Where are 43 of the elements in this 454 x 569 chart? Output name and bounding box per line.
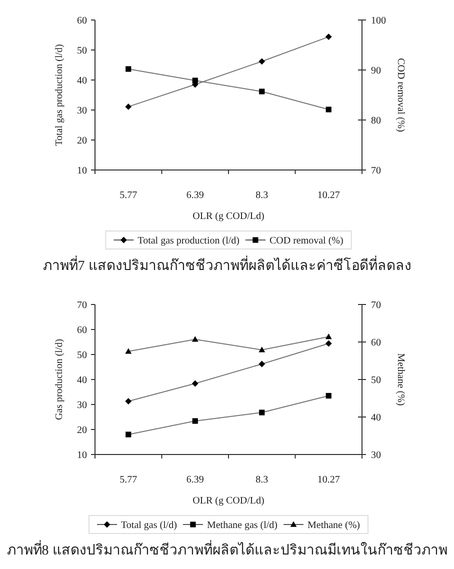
y-tick-label: 60 bbox=[77, 16, 87, 26]
y-tick-label: 50 bbox=[77, 350, 87, 361]
legend-label: Total gas production (l/d) bbox=[138, 236, 240, 246]
y2-tick-label: 70 bbox=[371, 166, 381, 176]
x-tick-label: 10.27 bbox=[317, 474, 340, 486]
y2-tick-label: 90 bbox=[371, 66, 381, 76]
y-tick-label: 20 bbox=[77, 136, 87, 146]
y2-axis-title: COD removal (%) bbox=[395, 58, 406, 132]
y-tick-label: 30 bbox=[77, 400, 87, 411]
y-tick-label: 50 bbox=[77, 46, 87, 56]
y-tick-label: 30 bbox=[77, 106, 87, 116]
y2-tick-label: 60 bbox=[371, 338, 381, 348]
x-axis-title: OLR (g COD/Ld) bbox=[192, 211, 264, 222]
y2-tick-label: 50 bbox=[371, 375, 381, 386]
x-tick-label: 8.3 bbox=[256, 474, 268, 486]
x-tick-label: 5.77 bbox=[120, 474, 138, 486]
x-tick-label: 6.39 bbox=[186, 190, 204, 201]
y-tick-label: 70 bbox=[77, 300, 87, 311]
legend-label: Methane (%) bbox=[308, 520, 360, 531]
y2-tick-label: 100 bbox=[371, 16, 386, 26]
x-axis-title: OLR (g COD/Ld) bbox=[192, 496, 264, 506]
y-axis-title: Total gas production (l/d) bbox=[54, 44, 65, 146]
y-axis-title: Gas production (l/d) bbox=[54, 338, 65, 420]
text: ภาพที่7 แสดงปริมาณก๊าซชีวภาพที่ผลิตได้และค่าซีโอดีที่ลดลง bbox=[42, 256, 412, 274]
x-tick-label: 6.39 bbox=[186, 474, 204, 486]
y2-tick-label: 30 bbox=[371, 450, 381, 461]
y-tick-label: 20 bbox=[77, 425, 87, 436]
y2-tick-label: 80 bbox=[371, 116, 381, 126]
y2-tick-label: 70 bbox=[371, 300, 381, 311]
y-tick-label: 40 bbox=[77, 375, 87, 386]
text: ภาพที่8 แสดงปริมาณก๊าซชีวภาพที่ผลิตได้และปริมาณมีเทนในก๊าซชีวภาพ bbox=[6, 540, 448, 558]
legend-label: Methane gas (l/d) bbox=[206, 520, 278, 531]
legend-label: COD removal (%) bbox=[269, 236, 344, 246]
y-tick-label: 40 bbox=[77, 76, 87, 86]
legend-label: Total gas (l/d) bbox=[121, 520, 177, 531]
y2-axis-title: Methane (%) bbox=[395, 353, 406, 406]
x-tick-label: 5.77 bbox=[120, 190, 138, 201]
y-tick-label: 10 bbox=[77, 450, 87, 461]
y-tick-label: 10 bbox=[77, 166, 87, 176]
y-tick-label: 60 bbox=[77, 325, 87, 336]
x-tick-label: 10.27 bbox=[317, 190, 340, 201]
x-tick-label: 8.3 bbox=[256, 190, 268, 201]
y2-tick-label: 40 bbox=[371, 412, 381, 424]
